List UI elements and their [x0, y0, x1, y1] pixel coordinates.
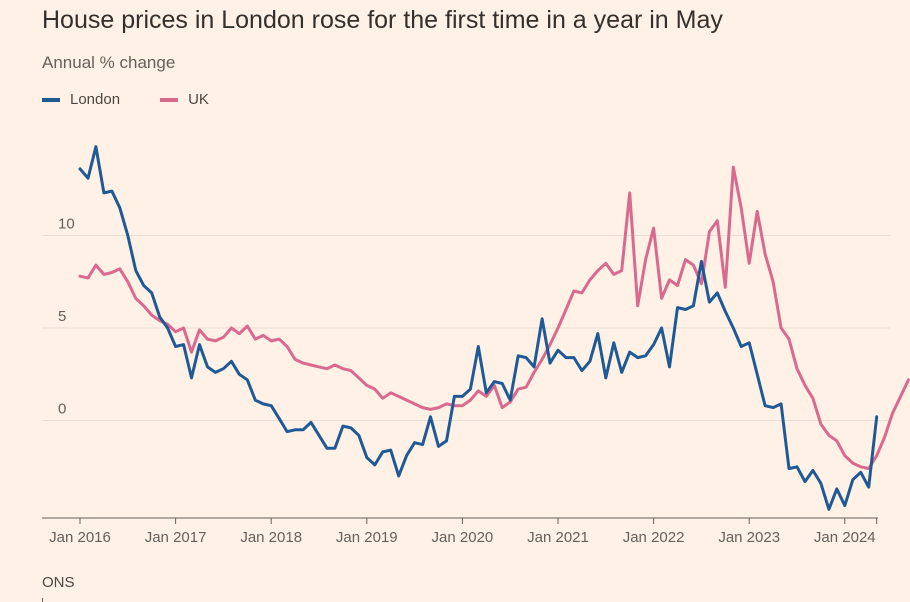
- legend-label-uk: UK: [188, 91, 209, 108]
- chart-legend: London UK: [42, 91, 249, 108]
- x-tick-label-3: Jan 2019: [336, 529, 398, 546]
- y-tick-label-5: 5: [58, 308, 66, 325]
- x-tick-label-4: Jan 2020: [432, 529, 494, 546]
- x-tick-label-1: Jan 2017: [145, 529, 207, 546]
- y-tick-label-0: 0: [58, 401, 66, 418]
- legend-swatch-london: [42, 97, 60, 102]
- series-layer: [78, 145, 910, 511]
- legend-item-uk: UK: [160, 91, 209, 108]
- series-line-uk: [78, 165, 910, 471]
- x-tick-label-0: Jan 2016: [49, 529, 111, 546]
- x-tick-label-8: Jan 2024: [814, 529, 876, 546]
- x-tick-label-5: Jan 2021: [527, 529, 589, 546]
- legend-swatch-uk: [160, 97, 179, 102]
- x-tick-label-7: Jan 2023: [718, 529, 780, 546]
- chart-title: House prices in London rose for the firs…: [42, 6, 723, 34]
- legend-label-london: London: [70, 91, 121, 108]
- series-line-london: [78, 145, 879, 511]
- x-tick-label-2: Jan 2018: [240, 529, 302, 546]
- source-tick: [42, 598, 43, 602]
- x-tick-label-6: Jan 2022: [623, 529, 685, 546]
- y-tick-label-10: 10: [58, 216, 75, 233]
- chart-subtitle: Annual % change: [42, 53, 176, 72]
- legend-item-london: London: [42, 91, 120, 108]
- axis-layer: 0 5 10 Jan 2016 Jan 2017 Jan 2018 Jan 2019 Jan …: [42, 216, 878, 546]
- source-note: ONS: [42, 574, 75, 591]
